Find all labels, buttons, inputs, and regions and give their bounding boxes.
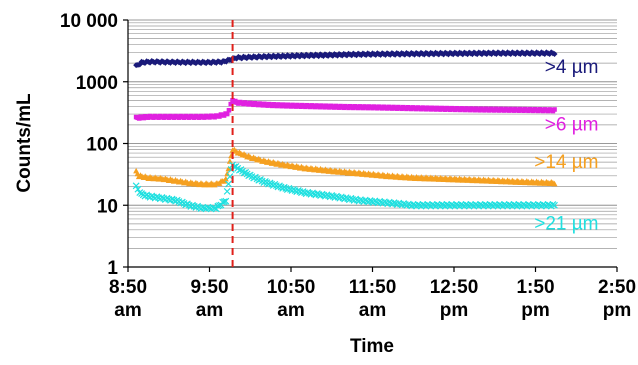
series-label: >21 µm [534, 213, 598, 234]
data-point [225, 180, 232, 188]
x-tick-label-period: am [359, 300, 386, 321]
data-point [211, 204, 219, 212]
data-point [204, 203, 212, 211]
data-point [132, 182, 140, 190]
series-label: >4 µm [545, 57, 599, 78]
x-tick-label: 1:50 [516, 277, 554, 298]
data-point [220, 198, 228, 206]
x-tick-label: 10:50 [267, 277, 316, 298]
series-square [133, 98, 557, 121]
y-tick-label: 10 [97, 196, 118, 217]
x-tick-label: 2:50 [598, 277, 636, 298]
series-markers [132, 49, 558, 213]
data-point [228, 101, 234, 107]
data-point [136, 61, 143, 68]
x-axis-title: Time [350, 336, 394, 357]
data-point [209, 203, 217, 211]
series-label: >6 µm [545, 115, 599, 136]
x-tick-label: 11:50 [349, 277, 397, 298]
data-point [551, 201, 558, 209]
x-tick-label-period: pm [521, 300, 550, 321]
series-x [132, 161, 558, 213]
data-point [224, 111, 230, 117]
x-tick-label-period: am [196, 300, 223, 321]
y-tick-label: 10 000 [60, 11, 118, 32]
gridlines [128, 19, 617, 249]
x-tick-label: 9:50 [190, 277, 228, 298]
data-point [226, 158, 233, 164]
y-tick-label: 1 [107, 258, 118, 279]
y-axis-title: Counts/mL [14, 93, 35, 193]
x-tick-label: 8:50 [109, 277, 147, 298]
series-label: >14 µm [534, 152, 598, 173]
data-point [199, 203, 207, 211]
y-tick-labels: 1 10 100 1000 10 000 [60, 11, 128, 279]
y-tick-label: 1000 [76, 73, 118, 94]
x-tick-label-period: am [114, 300, 141, 321]
data-point [551, 180, 558, 187]
data-point [222, 197, 230, 205]
series-labels: >4 µm >6 µm >14 µm >21 µm [534, 57, 598, 234]
x-tick-label-period: am [277, 300, 304, 321]
data-point [226, 107, 232, 113]
x-tick-label-period: pm [603, 300, 632, 321]
y-tick-label: 100 [86, 135, 118, 156]
x-tick-label: 12:50 [430, 277, 479, 298]
x-tick-labels: 8:50am9:50am10:50am11:50am12:50pm1:50pm2… [109, 267, 636, 321]
data-point [551, 50, 558, 57]
x-tick-label-period: pm [440, 300, 469, 321]
data-point [225, 165, 232, 172]
data-point [223, 187, 231, 195]
data-point [552, 107, 557, 112]
series-triangle [133, 146, 558, 188]
data-point [507, 50, 514, 57]
